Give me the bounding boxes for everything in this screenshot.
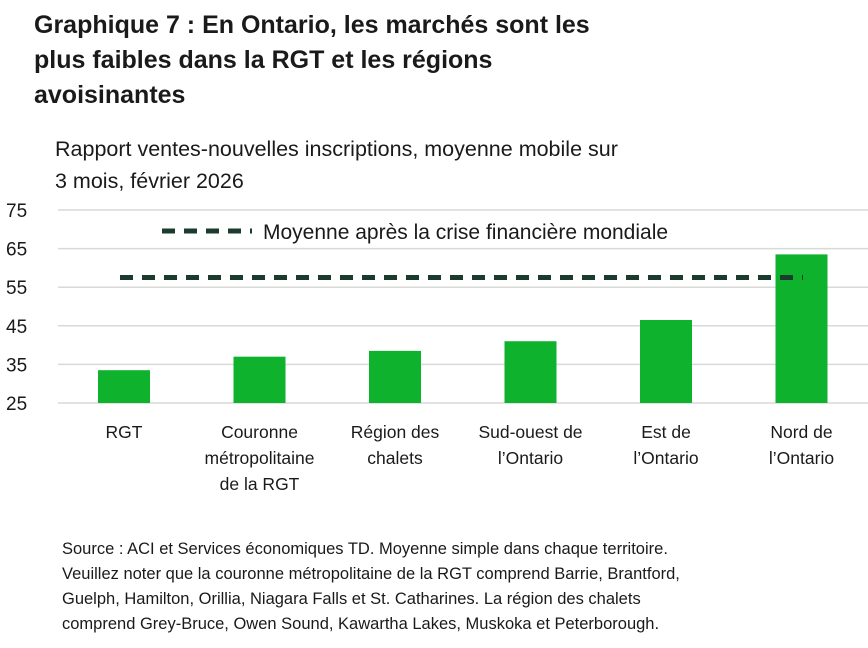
x-tick-label: l’Ontario: [498, 448, 563, 468]
source-note: Source : ACI et Services économiques TD.…: [62, 537, 852, 637]
legend-label: Moyenne après la crise financière mondia…: [263, 221, 668, 244]
x-tick-label: l’Ontario: [769, 448, 834, 468]
title-line: Graphique 7 : En Ontario, les marchés so…: [34, 11, 590, 39]
x-tick-label: Région des: [351, 422, 440, 442]
chart-title: Graphique 7 : En Ontario, les marchés so…: [34, 8, 854, 113]
bar: [640, 320, 692, 403]
y-axis-ticks: 25 35 45 55 65 75: [6, 201, 27, 415]
footnote-line: Guelph, Hamilton, Orillia, Niagara Falls…: [62, 590, 641, 608]
y-tick-label: 35: [6, 355, 27, 376]
y-tick-label: 55: [6, 278, 27, 299]
footnote-line: Source : ACI et Services économiques TD.…: [62, 540, 668, 558]
gridlines: [58, 209, 868, 404]
x-tick-label: de la RGT: [220, 474, 300, 494]
x-tick-label: Couronne: [221, 422, 298, 442]
x-tick-label: Sud-ouest de: [478, 422, 582, 442]
footnote-line: Veuillez noter que la couronne métropoli…: [62, 565, 680, 583]
y-tick-label: 65: [6, 240, 27, 261]
bars: [98, 254, 828, 403]
subtitle-line: 3 mois, février 2026: [55, 169, 244, 193]
x-tick-label: Est de: [641, 422, 691, 442]
bar: [369, 350, 421, 403]
chart-subtitle: Rapport ventes-nouvelles inscriptions, m…: [55, 133, 775, 197]
bar: [233, 356, 286, 403]
subtitle-line: Rapport ventes-nouvelles inscriptions, m…: [55, 137, 618, 161]
x-tick-label: chalets: [367, 448, 423, 468]
y-tick-label: 45: [6, 317, 27, 338]
x-tick-label: RGT: [106, 422, 143, 442]
title-line: avoisinantes: [34, 81, 186, 109]
footnote-line: comprend Grey-Bruce, Owen Sound, Kawarth…: [62, 615, 660, 633]
bar: [98, 370, 150, 403]
legend: Moyenne après la crise financière mondia…: [162, 221, 668, 244]
x-axis-labels: RGT Couronne métropolitaine de la RGT Région…: [106, 422, 835, 494]
title-line: plus faibles dans la RGT et les régions: [34, 46, 493, 74]
x-tick-label: l’Ontario: [633, 448, 698, 468]
x-tick-label: métropolitaine: [205, 448, 315, 468]
x-tick-label: Nord de: [770, 422, 832, 442]
y-tick-label: 75: [6, 201, 27, 222]
bar: [504, 341, 557, 403]
y-tick-label: 25: [6, 394, 27, 415]
